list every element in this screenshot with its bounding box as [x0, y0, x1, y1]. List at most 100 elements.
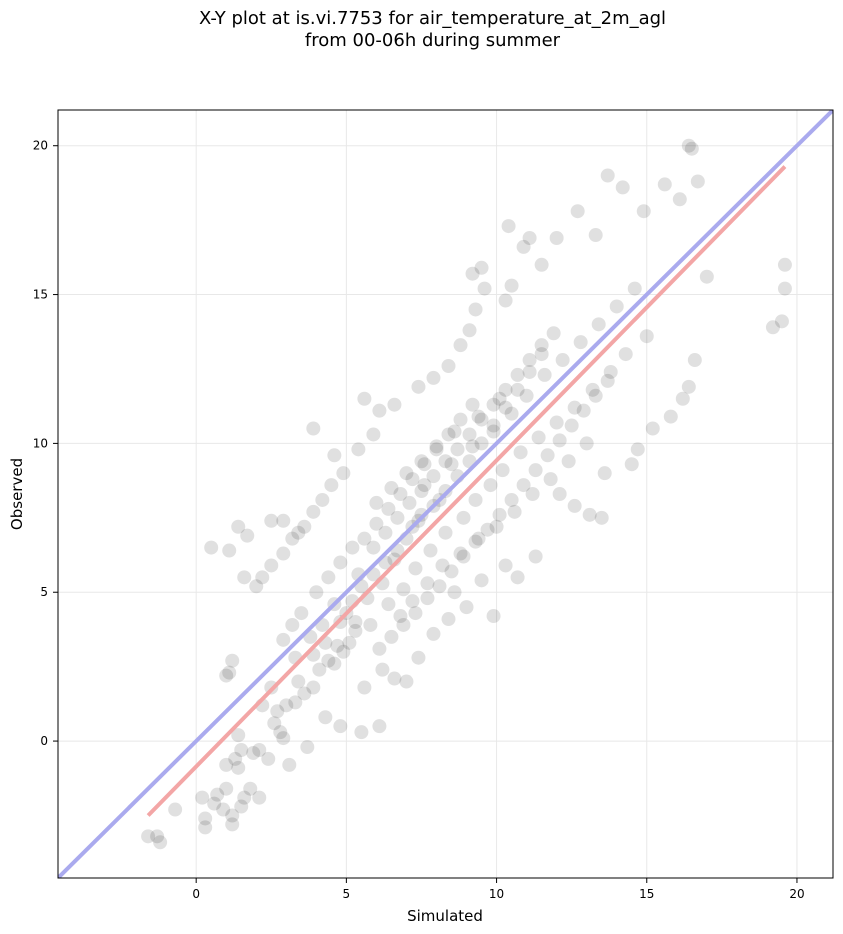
scatter-point — [306, 680, 321, 695]
scatter-point — [438, 454, 453, 469]
scatter-point — [522, 231, 537, 245]
scatter-point — [150, 829, 165, 844]
scatter-point — [576, 403, 591, 418]
scatter-point — [234, 799, 249, 814]
scatter-point — [276, 513, 291, 528]
scatter-point — [216, 802, 231, 817]
scatter-point — [585, 382, 600, 397]
scatter-point — [567, 498, 582, 513]
chart-title: X-Y plot at is.vi.7753 for air_temperatu… — [0, 8, 843, 52]
scatter-point — [222, 665, 237, 680]
scatter-point — [282, 757, 297, 772]
scatter-point — [474, 412, 489, 427]
scatter-point — [564, 418, 579, 433]
scatter-point — [237, 570, 252, 585]
scatter-point — [777, 257, 792, 272]
scatter-point — [333, 719, 348, 734]
scatter-point — [354, 725, 369, 740]
scatter-point — [321, 570, 336, 585]
scatter-point — [462, 323, 477, 338]
scatter-point — [372, 641, 387, 656]
scatter-point — [399, 466, 414, 481]
scatter-point — [225, 808, 240, 823]
scatter-point — [219, 668, 234, 683]
scatter-point — [414, 507, 429, 522]
scatter-point — [369, 495, 384, 510]
scatter-point — [453, 412, 468, 427]
scatter-point — [141, 829, 156, 844]
scatter-point — [516, 239, 531, 254]
scatter-point — [366, 427, 381, 442]
scatter-point — [594, 510, 609, 525]
scatter-point — [297, 519, 312, 534]
scatter-point — [357, 391, 372, 406]
scatter-point — [438, 484, 453, 499]
scatter-point — [408, 606, 423, 621]
scatter-point — [498, 293, 513, 308]
y-tick-label: 10 — [33, 436, 48, 450]
scatter-point — [438, 525, 453, 540]
scatter-point — [582, 507, 597, 522]
scatter-point — [510, 382, 525, 397]
scatter-point — [675, 391, 690, 406]
scatter-point — [378, 525, 393, 540]
scatter-point — [498, 382, 513, 397]
scatter-point — [222, 543, 237, 558]
scatter-point — [369, 516, 384, 531]
scatter-point — [276, 632, 291, 647]
scatter-point — [471, 531, 486, 546]
title-line-1: X-Y plot at is.vi.7753 for air_temperatu… — [198, 8, 667, 29]
scatter-point — [453, 338, 468, 353]
scatter-point — [597, 466, 612, 481]
scatter-point — [663, 409, 678, 424]
scatter-point — [417, 457, 432, 472]
scatter-point — [372, 403, 387, 418]
scatter-point — [510, 570, 525, 585]
scatter-point — [309, 585, 324, 600]
scatter-point — [687, 353, 702, 368]
scatter-point — [462, 427, 477, 442]
scatter-point — [453, 546, 468, 561]
scatter-point — [348, 623, 363, 638]
scatter-point — [528, 549, 543, 564]
scatter-point — [570, 204, 585, 219]
scatter-point — [375, 662, 390, 677]
scatter-point — [468, 302, 483, 317]
scatter-point — [429, 442, 444, 457]
x-tick-label: 15 — [639, 887, 654, 901]
scatter-point — [306, 504, 321, 519]
scatter-point — [363, 617, 378, 632]
scatter-point — [528, 463, 543, 478]
scatter-point — [264, 513, 279, 528]
scatter-point — [561, 454, 576, 469]
scatter-point — [198, 820, 213, 835]
scatter-point — [237, 790, 252, 805]
scatter-point — [447, 585, 462, 600]
scatter-point — [312, 662, 327, 677]
scatter-point — [591, 317, 606, 332]
scatter-point — [432, 579, 447, 594]
scatter-point — [765, 320, 780, 335]
scatter-point — [231, 760, 246, 775]
scatter-point — [255, 570, 270, 585]
scatter-point — [294, 606, 309, 621]
scatter-point — [492, 507, 507, 522]
scatter-point — [465, 439, 480, 454]
scatter-point — [291, 525, 306, 540]
scatter-point — [210, 787, 225, 802]
scatter-point — [609, 299, 624, 314]
scatter-point — [498, 558, 513, 573]
scatter-point — [252, 743, 267, 757]
scatter-point — [456, 549, 471, 564]
y-tick-label: 15 — [33, 288, 48, 302]
scatter-point — [459, 600, 474, 615]
scatter-point — [198, 811, 213, 826]
scatter-point — [447, 424, 462, 439]
scatter-point — [639, 329, 654, 344]
scatter-point — [543, 472, 558, 487]
scatter-point — [567, 400, 582, 415]
scatter-point — [246, 745, 261, 760]
scatter-point — [357, 531, 372, 546]
scatter-point — [402, 495, 417, 510]
scatter-point — [435, 558, 450, 573]
